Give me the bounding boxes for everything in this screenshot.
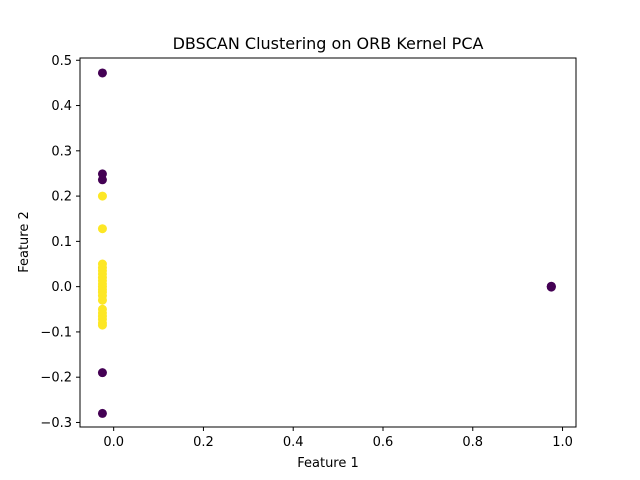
data-point-s0-2 (97, 175, 107, 185)
x-tick-label: 0.2 (193, 435, 214, 450)
data-point-s1-13 (97, 295, 107, 305)
y-axis: −0.3 −0.2 −0.1 0.0 0.1 0.2 0.3 0.4 0.5 (40, 54, 80, 431)
x-axis: 0.0 0.2 0.4 0.6 0.8 1.0 (103, 427, 573, 450)
y-tick-label: 0.5 (51, 54, 72, 69)
data-point-s1-0 (97, 191, 107, 201)
plot-area-frame (79, 57, 577, 428)
data-point-s0-3 (97, 368, 107, 378)
y-tick-label: 0.2 (51, 190, 72, 205)
x-tick-label: 1.0 (552, 435, 573, 450)
data-point-s1-1 (97, 224, 107, 234)
x-tick-label: 0.8 (462, 435, 483, 450)
y-tick-label: 0.3 (51, 144, 72, 159)
data-point-s0-7 (546, 282, 556, 292)
data-point-s0-0 (97, 68, 107, 78)
chart-title: DBSCAN Clustering on ORB Kernel PCA (173, 34, 484, 53)
x-tick-label: 0.6 (373, 435, 394, 450)
y-tick-label: 0.0 (51, 280, 72, 295)
x-axis-label: Feature 1 (297, 456, 359, 471)
y-axis-label: Feature 2 (17, 211, 32, 273)
x-tick-label: 0.0 (103, 435, 124, 450)
data-point-s0-4 (97, 408, 107, 418)
y-tick-label: 0.1 (51, 235, 72, 250)
data-point-s1-19 (97, 320, 107, 330)
y-tick-label: −0.3 (40, 416, 72, 431)
y-tick-label: 0.4 (51, 99, 72, 114)
points-layer (97, 68, 556, 418)
y-tick-label: −0.1 (40, 325, 72, 340)
y-tick-label: −0.2 (40, 371, 72, 386)
x-tick-label: 0.4 (283, 435, 304, 450)
